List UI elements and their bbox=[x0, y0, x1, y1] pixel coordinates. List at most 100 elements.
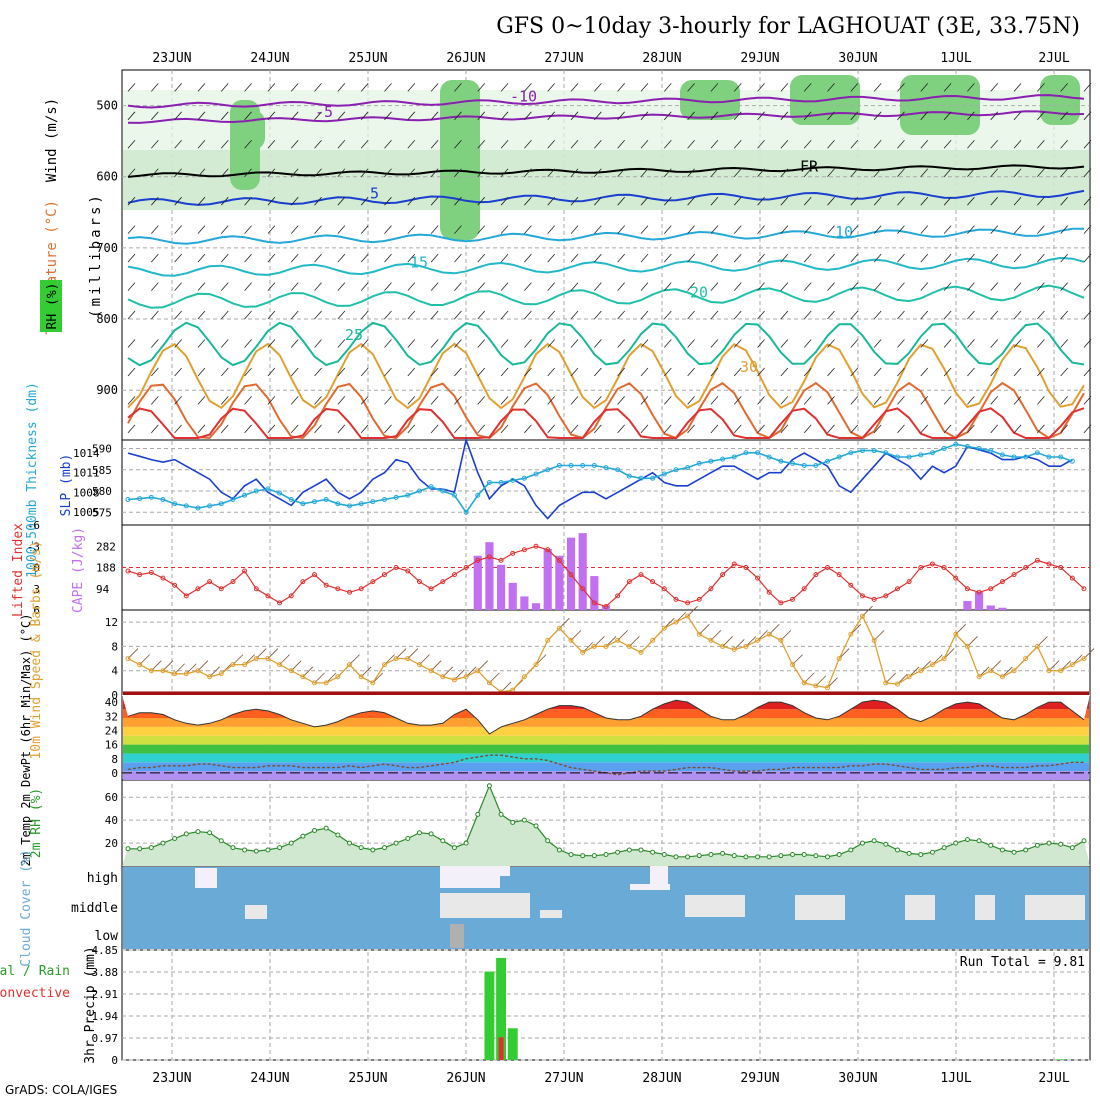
wind-barb bbox=[524, 310, 532, 320]
li-point bbox=[848, 582, 854, 588]
wind-barb bbox=[873, 111, 882, 121]
rh-point bbox=[999, 847, 1005, 853]
wind-speed-point bbox=[580, 650, 586, 655]
date-tick-bottom: 27JUN bbox=[544, 1071, 583, 1086]
rh-point bbox=[603, 852, 609, 858]
wind-barb bbox=[850, 196, 859, 206]
wind-barb bbox=[337, 140, 346, 149]
rh-point bbox=[475, 811, 481, 817]
wind-barb bbox=[897, 196, 905, 206]
wind-barb bbox=[454, 168, 462, 177]
thickness-point bbox=[836, 454, 842, 460]
li-point bbox=[160, 575, 166, 581]
li-point bbox=[428, 586, 434, 592]
wind-speed-point bbox=[953, 631, 959, 637]
wind-barb bbox=[990, 111, 999, 121]
wind-barb bbox=[967, 83, 975, 92]
wind-barb bbox=[803, 196, 812, 206]
wind-barb bbox=[1013, 424, 1022, 434]
wind-barb bbox=[757, 225, 765, 234]
wind-barb bbox=[920, 339, 929, 348]
li-point bbox=[195, 586, 201, 592]
upper-ylabel-axis: (millibars) bbox=[88, 192, 104, 318]
wind-barb bbox=[780, 396, 789, 405]
thickness-point bbox=[906, 454, 912, 460]
rh-point bbox=[1046, 840, 1052, 846]
wind-barb bbox=[1060, 424, 1068, 434]
wind-barb bbox=[570, 282, 579, 291]
isotherm-line bbox=[127, 342, 1085, 410]
wind-barb bbox=[990, 396, 999, 405]
wind-barb bbox=[990, 140, 999, 149]
wind-barb bbox=[290, 225, 299, 234]
wind-barb bbox=[570, 310, 579, 320]
temp-color-band bbox=[123, 753, 1089, 763]
li-point bbox=[125, 568, 131, 574]
wind-barb bbox=[733, 111, 742, 121]
rh-area bbox=[122, 785, 1090, 866]
wind-speed-point bbox=[393, 656, 399, 662]
wind-barb bbox=[500, 310, 509, 320]
wind-barb bbox=[500, 253, 509, 263]
wind-barb bbox=[1083, 310, 1092, 320]
cloud-level-label: low bbox=[95, 929, 119, 944]
wind-barb bbox=[757, 253, 765, 263]
rh-point bbox=[626, 847, 632, 853]
thickness-point bbox=[708, 458, 714, 464]
wind-speed-point bbox=[696, 631, 702, 637]
li-point bbox=[510, 550, 516, 556]
wind-barb bbox=[524, 339, 532, 348]
wind-barb bbox=[967, 225, 975, 234]
rh-point bbox=[253, 848, 259, 854]
rh-point bbox=[766, 854, 772, 860]
wind-barb bbox=[197, 140, 206, 149]
thickness-point bbox=[358, 501, 364, 507]
li-point bbox=[300, 579, 306, 585]
wind-barb bbox=[430, 367, 439, 377]
cloud-middle-block bbox=[685, 895, 745, 917]
rh-point bbox=[510, 819, 516, 825]
wind-speed-point bbox=[137, 662, 143, 668]
wind-barb bbox=[290, 310, 299, 320]
cloud-middle-block bbox=[1025, 895, 1085, 920]
wind-barb bbox=[267, 396, 276, 405]
wind-barb bbox=[314, 396, 322, 405]
rh-point bbox=[731, 853, 737, 859]
wind-barb bbox=[967, 282, 975, 291]
cape-bar bbox=[496, 564, 506, 610]
wind-barb bbox=[803, 168, 812, 177]
wind-barb bbox=[547, 367, 556, 377]
wind-barb bbox=[710, 196, 719, 206]
cape-bar bbox=[520, 596, 529, 610]
li-point bbox=[463, 565, 469, 570]
wind-speed-point bbox=[545, 637, 551, 643]
wind-barb bbox=[1037, 282, 1045, 291]
wind-barb bbox=[360, 111, 369, 121]
wind-barb bbox=[873, 168, 882, 177]
temp-line bbox=[127, 699, 1085, 735]
li-tick: 6 bbox=[33, 604, 40, 617]
wind-barb bbox=[967, 111, 975, 121]
thickness-point bbox=[545, 467, 551, 473]
wind-barb bbox=[1013, 367, 1022, 377]
rh-point bbox=[650, 849, 656, 855]
wind-barb bbox=[384, 83, 392, 92]
wind-barb bbox=[430, 196, 439, 206]
rh-point bbox=[125, 846, 131, 852]
wind-barb bbox=[1037, 140, 1045, 149]
wind-barb bbox=[127, 396, 136, 405]
li-point bbox=[591, 600, 597, 606]
wind-barb bbox=[1037, 168, 1045, 177]
wind-barb bbox=[267, 111, 276, 121]
wind-barb bbox=[640, 83, 649, 92]
thickness-point bbox=[475, 492, 481, 498]
wind-speed-point bbox=[253, 656, 259, 662]
li-point bbox=[661, 586, 667, 592]
wind-speed-point bbox=[312, 680, 318, 686]
wind-speed-point bbox=[486, 680, 492, 686]
wind-barb bbox=[850, 83, 859, 92]
rh-point bbox=[148, 845, 154, 851]
thickness-point bbox=[755, 450, 761, 456]
wind-barb bbox=[314, 339, 322, 348]
